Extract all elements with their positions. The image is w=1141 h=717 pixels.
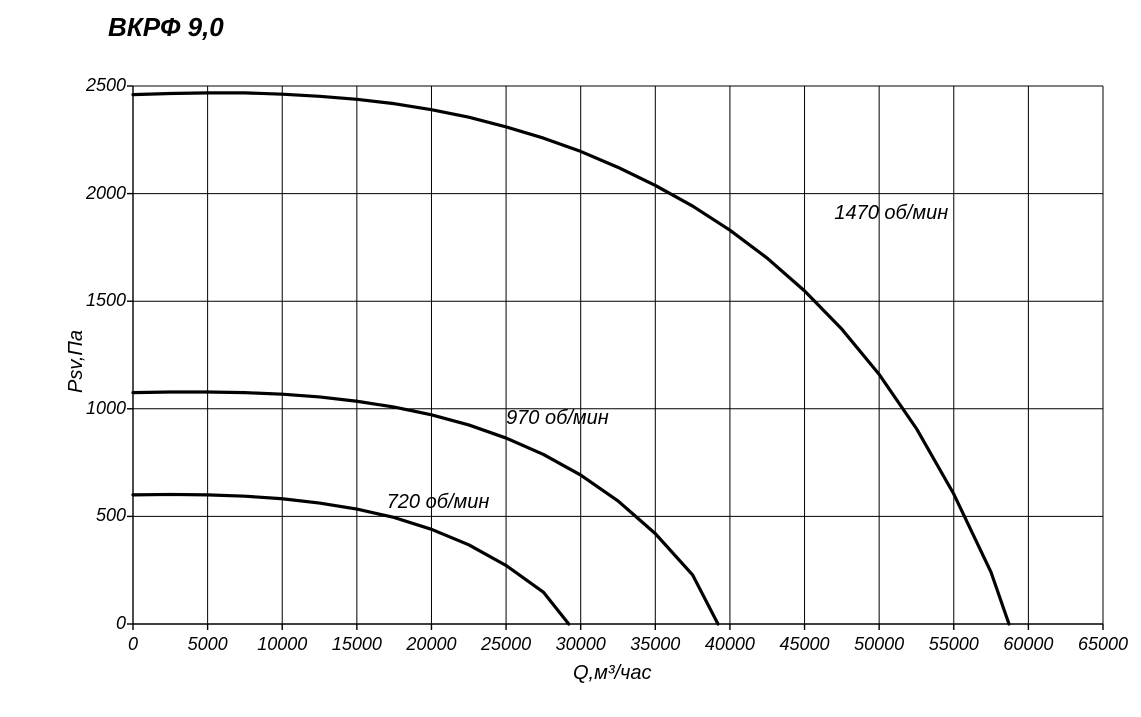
x-tick-label: 50000 — [849, 634, 909, 655]
x-tick-label: 65000 — [1073, 634, 1133, 655]
y-axis-label: Psv,Па — [65, 330, 88, 393]
chart-page: ВКРФ 9,0 Psv,Па Q,м³/час 050001000015000… — [0, 0, 1141, 717]
chart-title: ВКРФ 9,0 — [108, 12, 224, 43]
x-tick-label: 20000 — [401, 634, 461, 655]
x-tick-label: 35000 — [625, 634, 685, 655]
y-tick-label: 2000 — [71, 183, 126, 204]
y-tick-label: 1500 — [71, 290, 126, 311]
chart-plot — [133, 86, 1103, 624]
y-tick-label: 500 — [71, 505, 126, 526]
y-tick-label: 2500 — [71, 75, 126, 96]
x-tick-label: 15000 — [327, 634, 387, 655]
series-label: 1470 об/мин — [834, 202, 948, 225]
x-tick-label: 60000 — [998, 634, 1058, 655]
y-tick-label: 1000 — [71, 398, 126, 419]
series-label: 970 об/мин — [506, 407, 609, 430]
series-curve — [133, 494, 569, 624]
y-tick-label: 0 — [71, 613, 126, 634]
x-tick-label: 40000 — [700, 634, 760, 655]
x-tick-label: 0 — [103, 634, 163, 655]
x-tick-label: 5000 — [178, 634, 238, 655]
x-axis-label: Q,м³/час — [573, 662, 652, 685]
series-label: 720 об/мин — [387, 491, 490, 514]
x-tick-label: 55000 — [924, 634, 984, 655]
series-curve — [133, 93, 1009, 624]
x-tick-label: 25000 — [476, 634, 536, 655]
x-tick-label: 10000 — [252, 634, 312, 655]
x-tick-label: 45000 — [775, 634, 835, 655]
x-tick-label: 30000 — [551, 634, 611, 655]
